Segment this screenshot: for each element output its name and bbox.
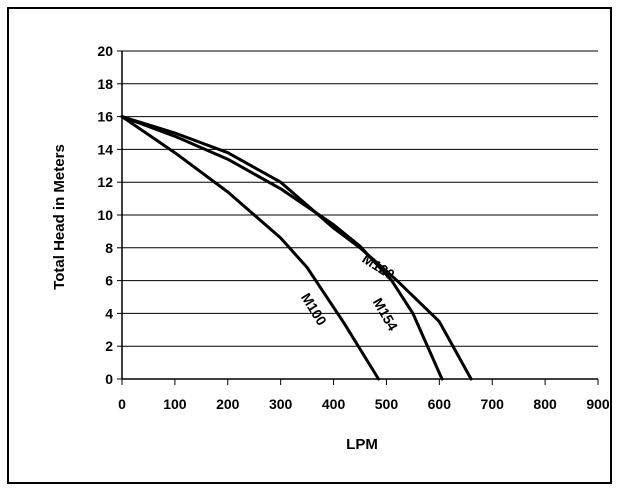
x-axis-title: LPM — [346, 436, 378, 453]
x-tick-label: 100 — [163, 396, 187, 412]
x-tick-label: 800 — [533, 396, 557, 412]
x-tick-label: 900 — [586, 396, 610, 412]
y-tick-label: 6 — [105, 273, 113, 289]
y-tick-label: 12 — [97, 174, 113, 190]
y-tick-labels: 0 2 4 6 8 10 12 14 16 18 20 — [97, 43, 113, 387]
series-line-m120 — [120, 115, 473, 381]
chart-frame — [7, 7, 612, 484]
series-lines — [120, 115, 473, 381]
x-tick-label: 300 — [269, 396, 293, 412]
y-tick-label: 2 — [105, 338, 113, 354]
x-tick-label: 600 — [428, 396, 452, 412]
y-tick-label: 14 — [97, 141, 113, 157]
x-tick-labels: 0 100 200 300 400 500 600 700 800 900 — [118, 396, 610, 412]
y-axis-title: Total Head in Meters — [51, 144, 68, 290]
y-tick-label: 18 — [97, 76, 113, 92]
y-tick-label: 20 — [97, 43, 113, 59]
x-tick-label: 500 — [375, 396, 399, 412]
series-line-m154 — [120, 115, 444, 381]
y-tick-label: 8 — [105, 240, 113, 256]
curve-label-m154: M154 — [370, 295, 401, 334]
x-tick-label: 0 — [118, 396, 126, 412]
x-tick-label: 700 — [481, 396, 505, 412]
x-tick-label: 400 — [322, 396, 346, 412]
x-tick-label: 200 — [216, 396, 240, 412]
y-tick-label: 16 — [97, 109, 113, 125]
grid-lines — [122, 50, 598, 347]
y-tick-label: 0 — [105, 371, 113, 387]
series-line-m100 — [120, 115, 380, 381]
y-tick-label: 10 — [97, 207, 113, 223]
y-tick-label: 4 — [105, 305, 113, 321]
axes — [117, 50, 599, 385]
